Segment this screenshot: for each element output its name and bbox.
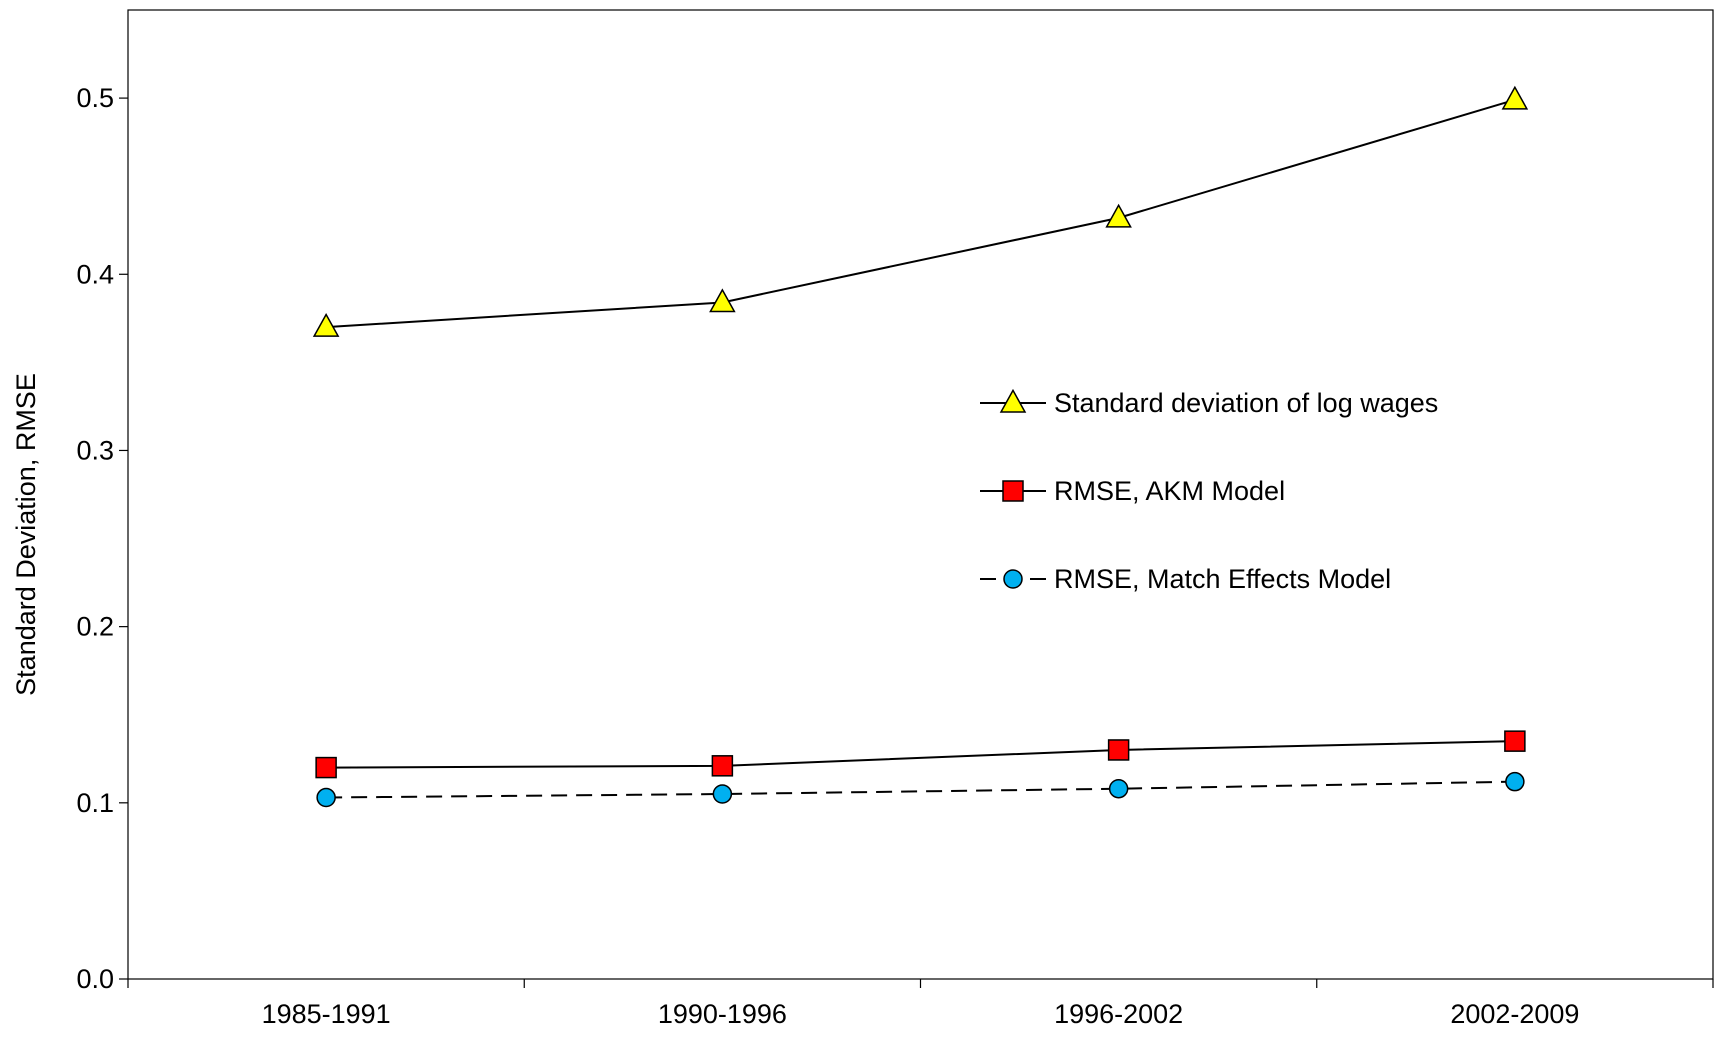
x-tick-label: 1985-1991: [262, 999, 391, 1029]
x-tick-label: 1990-1996: [658, 999, 787, 1029]
y-tick-label: 0.1: [76, 788, 114, 818]
y-tick-label: 0.4: [76, 259, 114, 289]
series-1-point: [312, 312, 340, 337]
series-2-point: [1107, 739, 1130, 761]
legend-swatch-marker: [1002, 480, 1024, 502]
series-layer: [312, 85, 1529, 808]
legend-item-2: RMSE, AKM Model: [980, 476, 1285, 506]
legend-label: Standard deviation of log wages: [1054, 388, 1438, 418]
legend-item-3: RMSE, Match Effects Model: [980, 564, 1391, 594]
y-tick-label: 0.3: [76, 435, 114, 465]
series-3-point: [712, 784, 733, 804]
series-3: [316, 771, 1525, 808]
series-3-point: [1108, 778, 1129, 799]
y-axis-title: Standard Deviation, RMSE: [11, 373, 41, 696]
series-3-line: [326, 780, 1515, 799]
x-tick-label: 2002-2009: [1450, 999, 1579, 1029]
legend: Standard deviation of log wages RMSE, AKM…: [980, 388, 1438, 594]
series-1-point: [1501, 85, 1529, 110]
series-3-point: [1505, 771, 1525, 792]
series-3-point: [316, 787, 336, 808]
series-2: [315, 730, 1526, 779]
legend-swatch-marker: [1003, 569, 1023, 589]
y-tick-label: 0.0: [76, 964, 114, 994]
series-2-point: [1504, 730, 1526, 752]
series-2-line: [326, 740, 1515, 769]
series-1-point: [709, 288, 736, 313]
y-tick-label: 0.5: [76, 83, 114, 113]
axes-layer: 0.0 0.1 0.2 0.3 0.4 0.5 1985-1991 1990-1996 1996…: [11, 9, 1714, 1029]
series-1: [312, 85, 1529, 337]
series-1-point: [1105, 203, 1132, 228]
x-tick-label: 1996-2002: [1054, 999, 1183, 1029]
legend-item-1: Standard deviation of log wages: [980, 388, 1438, 418]
series-1-line: [326, 98, 1516, 329]
plot-area-border: [127, 9, 1714, 980]
y-tick-label: 0.2: [76, 612, 114, 642]
series-2-point: [315, 756, 337, 779]
legend-swatch-marker: [999, 388, 1027, 413]
legend-label: RMSE, Match Effects Model: [1054, 564, 1391, 594]
series-2-point: [711, 755, 734, 777]
legend-label: RMSE, AKM Model: [1054, 476, 1285, 506]
